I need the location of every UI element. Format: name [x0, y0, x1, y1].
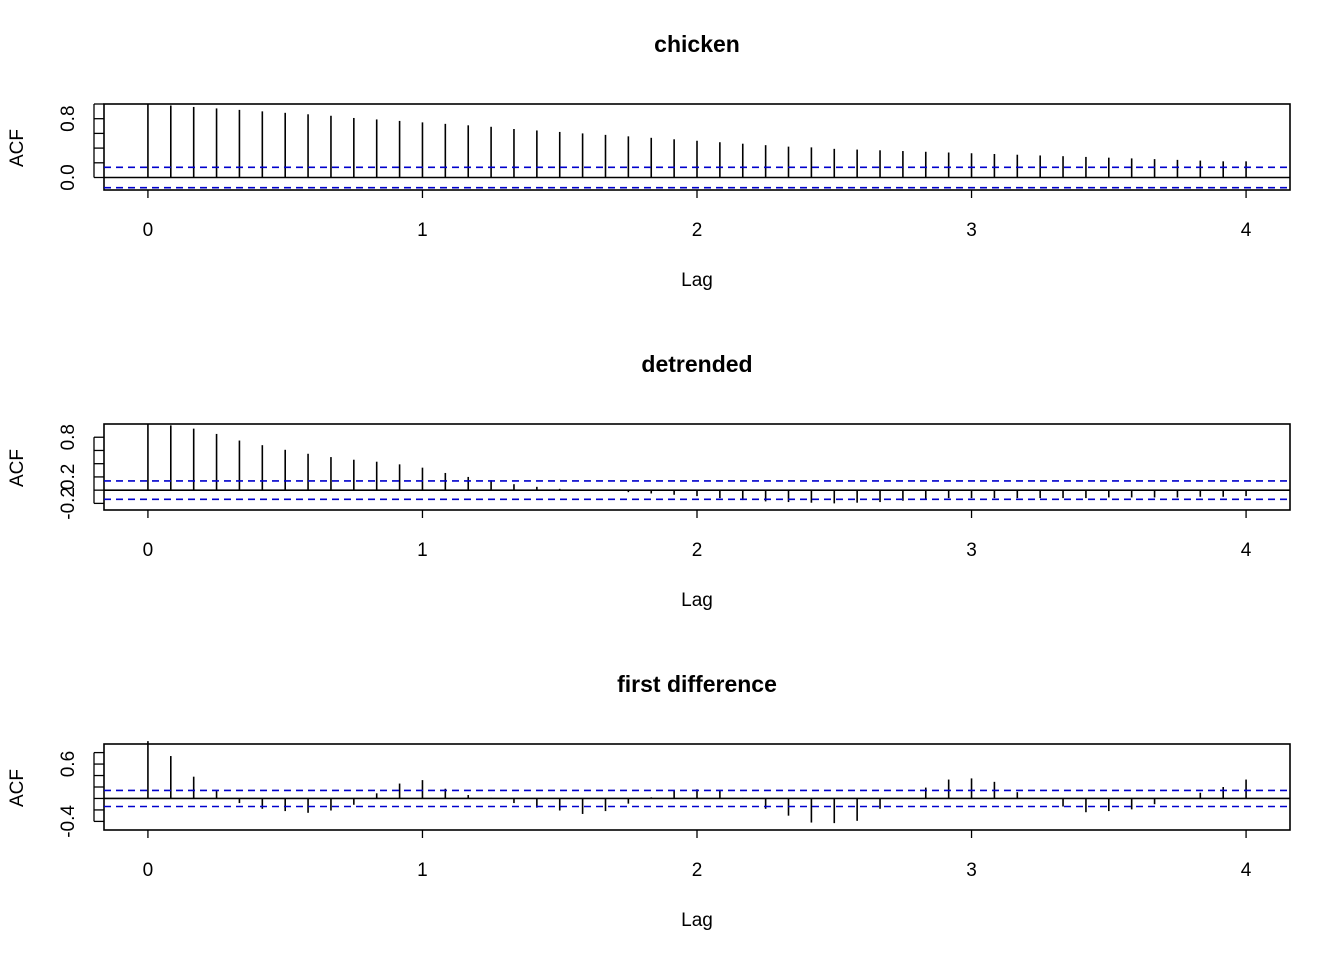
- panel-title: first difference: [617, 671, 777, 697]
- y-axis-label: ACF: [7, 449, 28, 487]
- acf-panel-first-difference: first difference 0 1 2 3 4 -0.4 0.6 Lag ACF: [7, 671, 1291, 931]
- x-tick-label: 1: [417, 540, 428, 561]
- y-tick-label: -0.4: [58, 805, 79, 838]
- x-tick-label: 2: [692, 220, 703, 241]
- panel-title: detrended: [641, 351, 752, 377]
- x-tick-label: 4: [1241, 220, 1252, 241]
- acf-panel-detrended: detrended 0 1 2 3 4 -0.20.2 0.8 Lag ACF: [7, 351, 1291, 611]
- y-tick-label: 0.8: [58, 105, 79, 131]
- x-tick-label: 4: [1241, 860, 1252, 881]
- x-tick-label: 0: [143, 220, 154, 241]
- y-axis-label: ACF: [7, 769, 28, 807]
- x-tick-label: 1: [417, 220, 428, 241]
- y-tick-label: 0.8: [58, 424, 79, 450]
- acf-panel-chicken: chicken 0 1 2 3 4 0.0 0.8 Lag ACF: [7, 31, 1291, 291]
- x-axis-label: Lag: [681, 270, 713, 291]
- x-tick-label: 3: [966, 540, 977, 561]
- x-tick-label: 2: [692, 540, 703, 561]
- x-tick-label: 4: [1241, 540, 1252, 561]
- x-axis-label: Lag: [681, 590, 713, 611]
- x-tick-label: 3: [966, 220, 977, 241]
- x-tick-label: 3: [966, 860, 977, 881]
- x-tick-label: 0: [143, 860, 154, 881]
- plot-area: 0 1 2 3 4 0.0 0.8: [58, 103, 1291, 241]
- y-tick-label: -0.2: [58, 487, 79, 520]
- plot-frame: [103, 423, 1291, 511]
- y-axis-label: ACF: [7, 129, 28, 167]
- y-tick-label: 0.0: [58, 164, 79, 190]
- x-tick-label: 1: [417, 860, 428, 881]
- panel-title: chicken: [654, 31, 740, 57]
- plot-area: 0 1 2 3 4 -0.20.2 0.8: [58, 423, 1291, 561]
- y-tick-label: 0.6: [58, 751, 79, 777]
- x-tick-label: 0: [143, 540, 154, 561]
- x-axis-label: Lag: [681, 910, 713, 931]
- plot-frame: [103, 743, 1291, 831]
- y-tick-label: 0.2: [58, 464, 79, 490]
- x-tick-label: 2: [692, 860, 703, 881]
- plot-area: 0 1 2 3 4 -0.4 0.6: [58, 741, 1291, 881]
